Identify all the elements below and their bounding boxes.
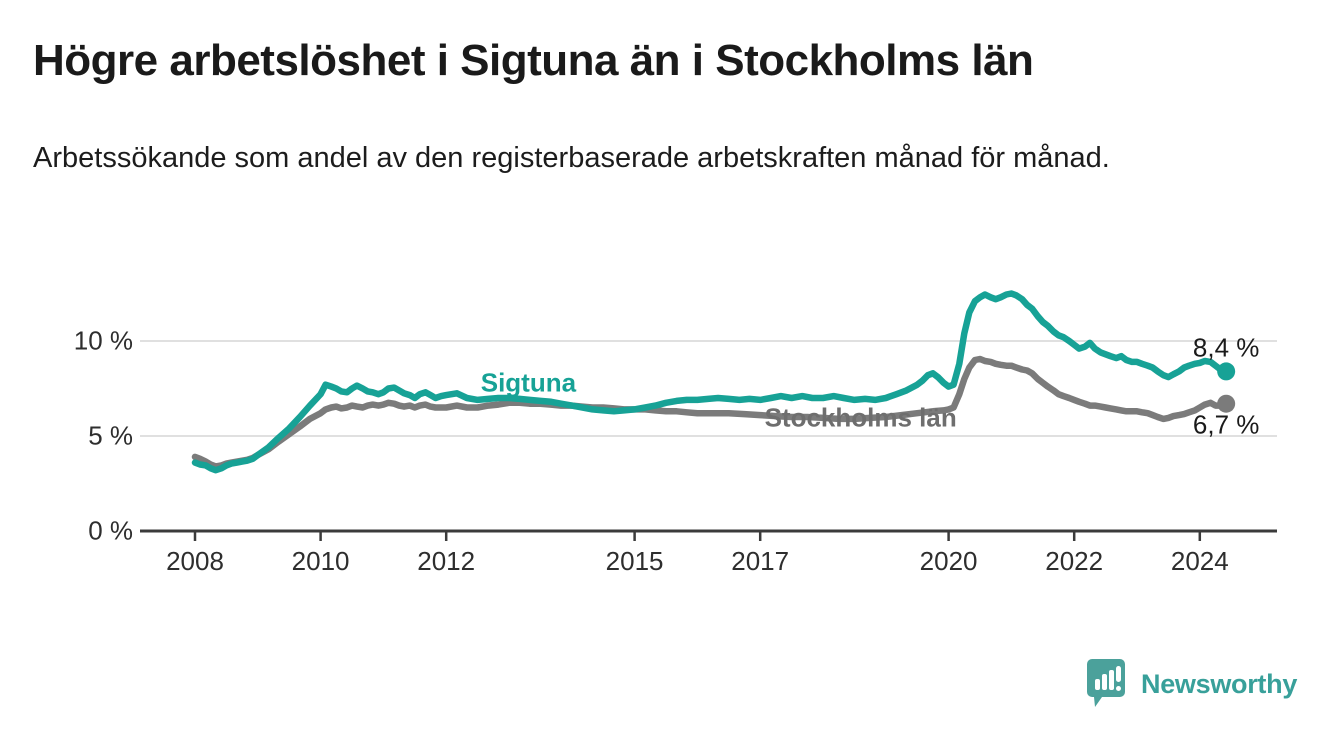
newsworthy-wordmark: Newsworthy [1141, 668, 1298, 699]
data-series-lines [191, 290, 1230, 474]
series-label-stockholm: Stockholms län [764, 402, 957, 433]
x-tick-label-2015: 2015 [605, 546, 664, 576]
series-end-dots [1217, 362, 1236, 413]
x-tick-label-2017: 2017 [731, 546, 790, 576]
chart-title: Högre arbetslöshet i Sigtuna än i Stockh… [33, 36, 1034, 85]
y-tick-label-0: 0 % [88, 515, 133, 546]
series-label-sigtuna: Sigtuna [480, 367, 577, 398]
x-tick-label-2020: 2020 [919, 546, 978, 576]
x-tick-label-2010: 2010 [291, 546, 350, 576]
end-dot-sigtuna [1217, 362, 1236, 381]
series-line-sigtuna [191, 290, 1230, 474]
value-label-sigtuna: 8,4 % [1192, 332, 1260, 363]
x-tick-label-2022: 2022 [1045, 546, 1104, 576]
value-label-stockholm: 6,7 % [1192, 409, 1260, 440]
chart-subtitle: Arbetssökande som andel av den registerb… [33, 142, 1110, 174]
x-axis [140, 529, 1277, 541]
x-tick-label-2008: 2008 [166, 546, 224, 576]
y-tick-label-10: 10 % [73, 325, 133, 356]
x-tick-label-2012: 2012 [417, 546, 476, 576]
newsworthy-logo: Newsworthy [1087, 658, 1317, 710]
x-tick-label-2024: 2024 [1170, 546, 1229, 576]
y-tick-label-5: 5 % [88, 420, 133, 451]
end-dot-stockholms-l-n [1217, 394, 1236, 413]
series-line-stockholms-l-n [191, 355, 1230, 470]
bar-chart-speech-bubble-icon [1087, 659, 1125, 707]
